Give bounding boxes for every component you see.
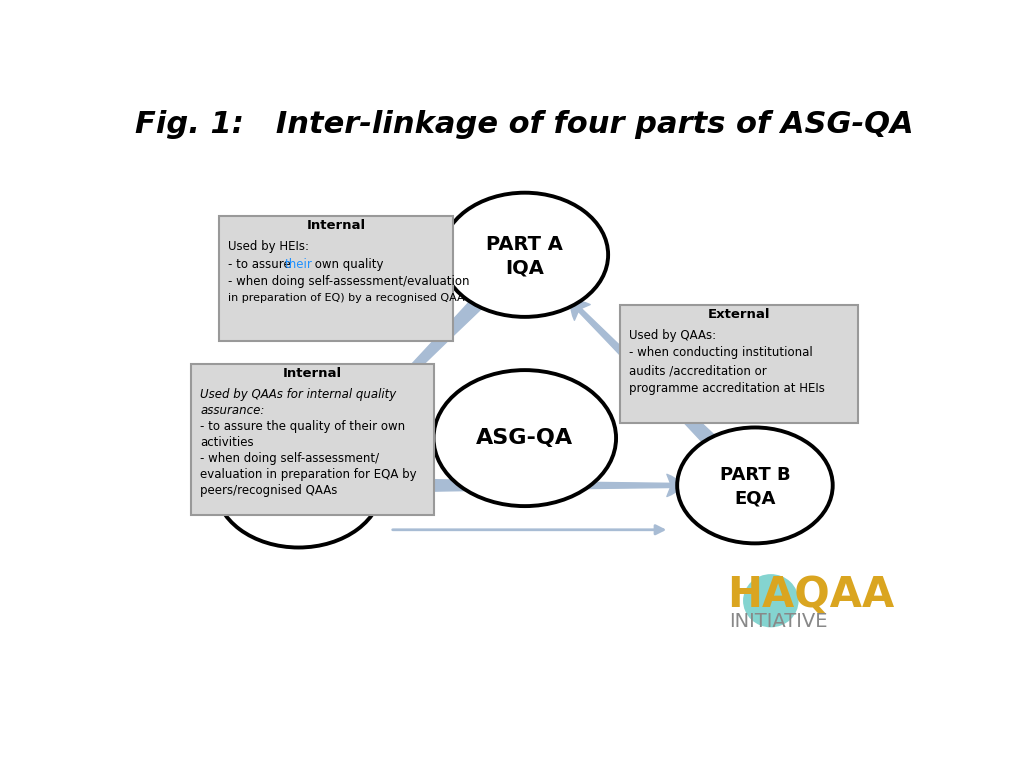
Text: - to assure: - to assure — [228, 258, 295, 271]
Text: IQA: IQA — [506, 258, 544, 277]
Text: evaluation in preparation for EQA by: evaluation in preparation for EQA by — [201, 468, 417, 481]
FancyBboxPatch shape — [219, 217, 454, 340]
Text: in preparation of EQ) by a recognised QAA: in preparation of EQ) by a recognised QA… — [228, 293, 465, 303]
Text: assurance:: assurance: — [201, 404, 264, 417]
Text: Used by QAAs:: Used by QAAs: — [629, 329, 716, 342]
Text: own quality: own quality — [311, 258, 384, 271]
Text: - to assure the quality of their own: - to assure the quality of their own — [201, 420, 406, 433]
FancyBboxPatch shape — [191, 364, 433, 515]
FancyArrowPatch shape — [343, 295, 485, 440]
Text: EQA: EQA — [734, 489, 775, 508]
Text: PART A: PART A — [486, 235, 563, 253]
Circle shape — [677, 428, 833, 544]
Text: PART B: PART B — [720, 465, 791, 484]
Text: INITIATIVE: INITIATIVE — [729, 612, 828, 631]
Ellipse shape — [743, 574, 799, 627]
Text: - when doing self-assessment/evaluation: - when doing self-assessment/evaluation — [228, 276, 469, 289]
Text: programme accreditation at HEIs: programme accreditation at HEIs — [629, 382, 824, 395]
Circle shape — [433, 370, 616, 506]
Text: activities: activities — [201, 435, 254, 449]
Text: - when doing self-assessment/: - when doing self-assessment/ — [201, 452, 379, 465]
Text: audits /accreditation or: audits /accreditation or — [629, 364, 767, 377]
Text: ASG-QA: ASG-QA — [476, 428, 573, 448]
Text: Fig. 1:   Inter-linkage of four parts of ASG-QA: Fig. 1: Inter-linkage of four parts of A… — [135, 110, 914, 139]
FancyArrowPatch shape — [374, 475, 685, 497]
Circle shape — [441, 193, 608, 317]
FancyArrowPatch shape — [569, 300, 718, 449]
Text: HAQAA: HAQAA — [727, 574, 894, 616]
FancyBboxPatch shape — [620, 305, 858, 423]
Text: - when conducting institutional: - when conducting institutional — [629, 346, 812, 359]
Text: Internal: Internal — [283, 367, 342, 380]
Text: Used by QAAs for internal quality: Used by QAAs for internal quality — [201, 388, 396, 401]
Text: PART C: PART C — [263, 465, 334, 484]
Text: their: their — [285, 258, 313, 271]
Text: QAAs: QAAs — [271, 489, 326, 508]
Text: External: External — [708, 308, 770, 321]
Text: Used by HEIs:: Used by HEIs: — [228, 240, 309, 253]
Text: Internal: Internal — [307, 220, 366, 232]
Text: peers/recognised QAAs: peers/recognised QAAs — [201, 484, 338, 497]
Circle shape — [215, 423, 382, 548]
